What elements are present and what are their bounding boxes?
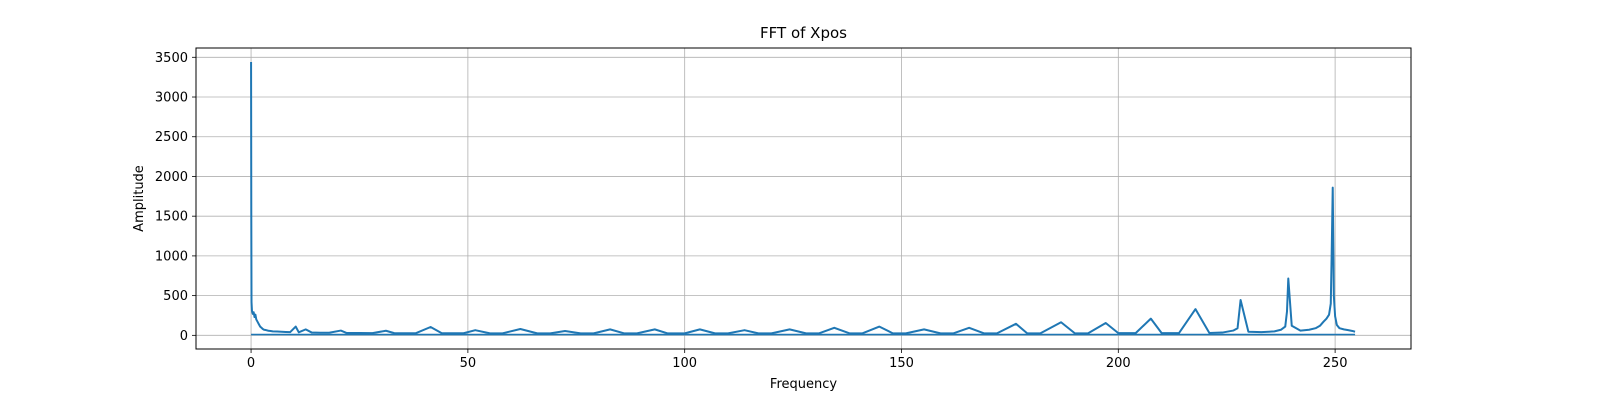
y-tick-label: 3000 — [155, 91, 188, 106]
x-tick-label: 200 — [1106, 356, 1131, 371]
x-tick-label: 0 — [247, 356, 255, 371]
y-axis-label: Amplitude — [132, 165, 147, 232]
y-tick-label: 3500 — [155, 51, 188, 66]
x-axis-ticks: 0 50 100 150 200 250 — [247, 349, 1348, 371]
y-tick-label: 2000 — [155, 170, 188, 185]
y-tick-label: 500 — [163, 289, 188, 304]
fft-amplitude-line — [250, 62, 1356, 335]
axes-frame — [195, 47, 1412, 350]
noise-floor-band — [251, 333, 1356, 336]
y-tick-label: 0 — [180, 329, 188, 344]
grid-lines — [196, 48, 1411, 349]
x-tick-label: 100 — [672, 356, 697, 371]
y-tick-label: 1500 — [155, 210, 188, 225]
x-axis-label: Frequency — [770, 377, 837, 392]
x-tick-label: 250 — [1323, 356, 1348, 371]
y-tick-label: 2500 — [155, 130, 188, 145]
chart-title: FFT of Xpos — [760, 24, 847, 42]
plot-area — [250, 62, 1356, 336]
y-tick-label: 1000 — [155, 249, 188, 264]
x-tick-label: 150 — [889, 356, 914, 371]
y-axis-ticks: 0 500 1000 1500 2000 2500 3000 3500 — [155, 51, 196, 344]
x-tick-label: 50 — [460, 356, 477, 371]
